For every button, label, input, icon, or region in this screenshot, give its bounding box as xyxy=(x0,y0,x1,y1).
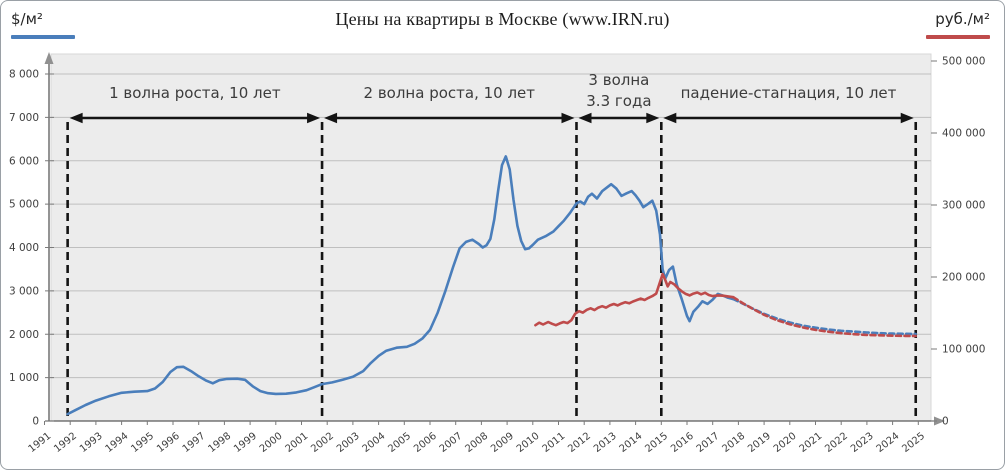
chart-title: Цены на квартиры в Москве (www.IRN.ru) xyxy=(335,9,670,29)
phase-label: 2 волна роста, 10 лет xyxy=(364,84,536,102)
right-axis-legend: руб./м² xyxy=(926,10,990,39)
y-left-tick-label: 8 000 xyxy=(9,69,39,81)
x-tick-label: 2007 xyxy=(438,431,465,455)
rub-price-line-dashed xyxy=(732,295,917,338)
y-left-tick-label: 3 000 xyxy=(9,285,39,297)
x-tick-label: 2019 xyxy=(746,431,773,455)
y-axis-arrow xyxy=(44,52,54,64)
x-tick-label: 2008 xyxy=(463,431,490,455)
arrow-head-left xyxy=(663,112,677,124)
x-tick-label: 2002 xyxy=(309,431,336,455)
x-tick-label: 2016 xyxy=(669,431,696,455)
phase-label: 3 волна xyxy=(588,71,649,89)
usd-price-line-solid xyxy=(66,155,735,416)
phase-label: 3.3 года xyxy=(586,92,651,110)
phase-label: 1 волна роста, 10 лет xyxy=(109,84,281,102)
phase-label: падение-стагнация, 10 лет xyxy=(681,84,897,102)
arrow-head-left xyxy=(578,112,592,124)
x-tick-label: 1995 xyxy=(129,431,156,455)
x-tick-label: 2015 xyxy=(643,431,670,455)
x-tick-label: 1999 xyxy=(232,431,259,455)
y-left-tick-label: 1 000 xyxy=(9,372,39,384)
left-axis-unit-label: $/м² xyxy=(11,10,43,28)
x-tick-label: 2011 xyxy=(541,431,568,455)
x-tick-label: 1992 xyxy=(52,431,79,455)
usd-series-swatch xyxy=(11,35,75,39)
x-tick-label: 2005 xyxy=(386,431,413,455)
x-tick-label: 1993 xyxy=(78,431,105,455)
y-right-tick-label: 400 000 xyxy=(942,128,985,140)
left-axis-legend: $/м² xyxy=(11,10,75,39)
x-tick-label: 2001 xyxy=(284,431,311,455)
x-tick-label: 1998 xyxy=(206,431,233,455)
y-right-tick-label: 0 xyxy=(942,416,949,428)
x-tick-label: 1991 xyxy=(27,431,54,455)
x-tick-label: 1997 xyxy=(181,431,208,455)
x-tick-label: 2025 xyxy=(900,431,927,455)
rub-series-swatch xyxy=(926,35,990,39)
y-left-tick-label: 5 000 xyxy=(9,199,39,211)
y-left-tick-label: 6 000 xyxy=(9,155,39,167)
y-left-tick-label: 7 000 xyxy=(9,112,39,124)
y-left-tick-label: 2 000 xyxy=(9,329,39,341)
y-right-tick-label: 300 000 xyxy=(942,200,985,212)
y-right-tick-label: 100 000 xyxy=(942,344,985,356)
x-tick-label: 2003 xyxy=(335,431,362,455)
x-tick-label: 2013 xyxy=(592,431,619,455)
arrow-head-right xyxy=(307,112,321,124)
arrow-head-left xyxy=(69,112,83,124)
y-right-tick-label: 200 000 xyxy=(942,272,985,284)
x-tick-label: 2018 xyxy=(720,431,747,455)
x-tick-label: 2009 xyxy=(489,431,516,455)
arrow-head-right xyxy=(561,112,575,124)
x-tick-label: 2023 xyxy=(849,431,876,455)
x-axis-arrow xyxy=(934,416,945,426)
x-tick-label: 2012 xyxy=(566,431,593,455)
x-tick-label: 2010 xyxy=(515,431,542,455)
x-tick-label: 2000 xyxy=(258,431,285,455)
arrow-head-right xyxy=(646,112,660,124)
x-tick-label: 2017 xyxy=(695,431,722,455)
right-axis-unit-label: руб./м² xyxy=(935,10,990,28)
x-tick-label: 1996 xyxy=(155,431,182,455)
x-tick-label: 2021 xyxy=(798,431,825,455)
x-tick-label: 2014 xyxy=(618,431,645,455)
x-tick-label: 2006 xyxy=(412,431,439,455)
arrow-head-left xyxy=(324,112,338,124)
x-tick-label: 2004 xyxy=(361,431,388,455)
y-left-tick-label: 4 000 xyxy=(9,242,39,254)
y-left-tick-label: 0 xyxy=(32,416,39,428)
arrow-head-right xyxy=(900,112,914,124)
x-tick-label: 2024 xyxy=(875,431,902,455)
x-tick-label: 2020 xyxy=(772,431,799,455)
rub-price-line-solid xyxy=(534,272,735,327)
x-tick-label: 2022 xyxy=(823,431,850,455)
x-tick-label: 1994 xyxy=(104,431,131,455)
y-right-tick-label: 500 000 xyxy=(942,56,985,68)
